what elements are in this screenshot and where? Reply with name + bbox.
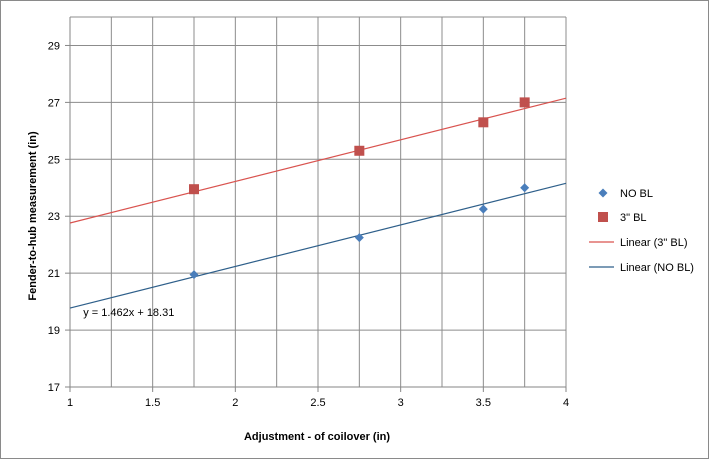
legend-label: Linear (NO BL) (620, 262, 694, 274)
y-tick-label: 23 (48, 211, 60, 223)
legend: NO BL 3" BL Linear (3" BL) Linear (NO BL) (589, 188, 694, 274)
data-point-diamond (354, 233, 364, 243)
legend-label: Linear (3" BL) (620, 237, 688, 249)
y-axis-title: Fender-to-hub measurement (in) (27, 131, 39, 301)
data-point-diamond (189, 270, 199, 280)
data-point-square (354, 145, 365, 156)
x-tick-label: 1.5 (145, 397, 160, 409)
trendline-equation: y = 1.462x + 18.31 (83, 307, 174, 319)
annotations: y = 1.462x + 18.31 (83, 307, 174, 319)
data-point-diamond (478, 204, 488, 214)
legend-marker-square (598, 212, 608, 222)
legend-label: 3" BL (620, 212, 647, 224)
x-tick-label: 3.5 (476, 397, 491, 409)
legend-marker-diamond (598, 188, 608, 198)
x-tick-label: 4 (563, 397, 569, 409)
x-axis-title: Adjustment - of coilover (in) (244, 431, 390, 443)
y-tick-label: 27 (48, 97, 60, 109)
legend-label: NO BL (620, 188, 653, 200)
data-point-diamond (520, 183, 530, 193)
axes (65, 17, 567, 392)
y-tick-label: 17 (48, 382, 60, 394)
data-point-square (519, 97, 530, 108)
x-tick-label: 1 (67, 397, 73, 409)
x-tick-labels: 1 1.5 2 2.5 3 3.5 4 (67, 397, 569, 409)
data-points (189, 97, 530, 280)
y-tick-label: 21 (48, 268, 60, 280)
x-tick-label: 2.5 (310, 397, 325, 409)
y-tick-label: 25 (48, 154, 60, 166)
y-tick-labels: 17 19 21 23 25 27 29 (48, 40, 60, 394)
data-point-square (478, 117, 489, 128)
x-tick-label: 3 (398, 397, 404, 409)
x-tick-label: 2 (232, 397, 238, 409)
y-tick-label: 29 (48, 40, 60, 52)
data-point-square (189, 184, 199, 195)
y-tick-label: 19 (48, 325, 60, 337)
trendline (69, 182, 567, 309)
